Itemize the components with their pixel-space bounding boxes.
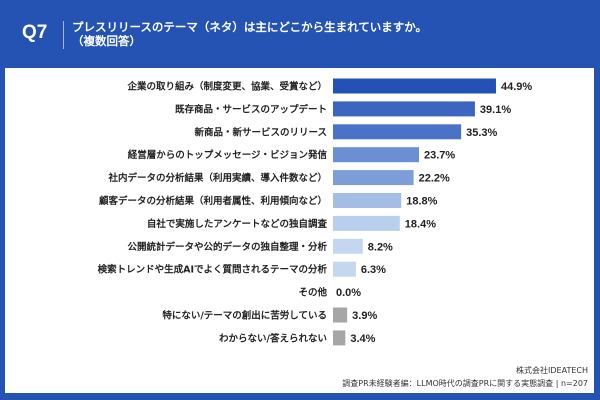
category-label: 既存商品・サービスのアップデート (175, 103, 327, 115)
category-label: 顧客データの分析結果（利用者属性、利用傾向など） (99, 195, 327, 207)
bar (333, 101, 475, 117)
category-label: 企業の取り組み（制度変更、協業、受賞など） (126, 81, 327, 93)
value-label: 22.2% (419, 173, 450, 185)
value-label: 23.7% (424, 150, 455, 162)
category-label: 自社で実施したアンケートなどの独自調査 (147, 218, 328, 230)
chart-title: プレスリリースのテーマ（ネタ）は主にどこから生まれていますか。 （複数回答） (72, 20, 427, 48)
value-label: 35.3% (466, 127, 497, 139)
bar (333, 261, 356, 277)
value-label: 3.4% (350, 333, 375, 345)
bar (333, 147, 420, 163)
divider (63, 21, 64, 49)
value-label: 18.4% (405, 218, 436, 230)
value-label: 8.2% (368, 241, 393, 253)
category-label: 検索トレンドや生成AIでよく質問されるテーマの分析 (98, 264, 328, 276)
bar (333, 170, 414, 186)
value-label: 39.1% (480, 104, 511, 116)
value-label: 3.9% (352, 310, 377, 322)
value-label: 44.9% (501, 81, 532, 93)
value-label: 0.0% (336, 287, 361, 299)
category-label: 特にない/テーマの創出に苦労している (162, 310, 327, 322)
value-label: 18.8% (406, 196, 437, 208)
company-credit: 株式会社IDEATECH (516, 366, 588, 375)
title-line-2: （複数回答） (72, 34, 141, 48)
survey-source: 調査PR未経験者編：LLMO時代の調査PRに関する実態調査 | n=207 (342, 379, 588, 388)
bar (333, 307, 348, 323)
category-label: 社内データの分析結果（利用実績、導入件数など） (107, 172, 327, 184)
question-number: Q7 (22, 22, 48, 43)
bar (333, 215, 400, 231)
title-line-1: プレスリリースのテーマ（ネタ）は主にどこから生まれていますか。 (72, 20, 428, 34)
bar (333, 330, 346, 346)
category-label: 経営層からのトップメッセージ・ビジョン発信 (128, 149, 328, 161)
chart-panel (5, 68, 594, 393)
category-label: わからない/答えられない (219, 332, 327, 344)
bar (333, 124, 462, 140)
category-label: 新商品・新サービスのリリース (194, 126, 327, 138)
category-label: その他 (298, 287, 327, 299)
bar (333, 238, 363, 254)
value-label: 6.3% (361, 264, 386, 276)
bar (333, 193, 402, 208)
category-label: 公開統計データや公的データの独自整理・分析 (127, 241, 327, 253)
bar (333, 78, 496, 94)
